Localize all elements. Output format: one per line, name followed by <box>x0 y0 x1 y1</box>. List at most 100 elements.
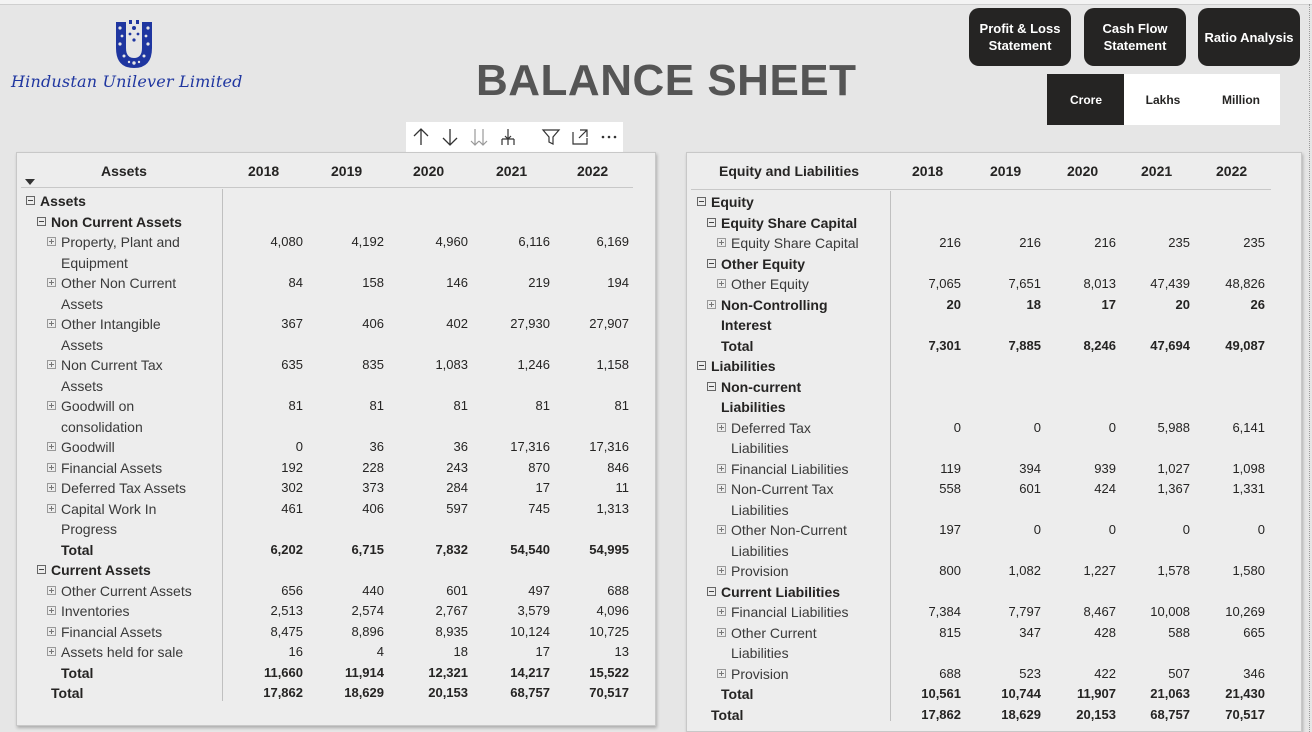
assets-header-2018[interactable]: 2018 <box>248 163 280 179</box>
expand-icon[interactable] <box>717 607 726 616</box>
ratio-analysis-button[interactable]: Ratio Analysis <box>1198 8 1300 66</box>
assets-header-2019[interactable]: 2019 <box>331 163 363 179</box>
cash-flow-button[interactable]: Cash Flow Statement <box>1084 8 1186 66</box>
expand-icon[interactable] <box>47 462 56 472</box>
row-label: Other Equity <box>721 255 806 272</box>
value-cell: 665 <box>1243 624 1265 640</box>
liabilities-matrix: Equity and Liabilities 2018 2019 2020 20… <box>686 152 1302 732</box>
expand-icon[interactable] <box>47 442 56 451</box>
double-arrow-down-icon[interactable] <box>464 122 493 152</box>
expand-icon[interactable] <box>717 668 726 678</box>
table-row: Liabilities <box>687 356 1299 377</box>
row-label: Provision <box>731 563 789 579</box>
table-row: Total 17,862 18,629 20,153 68,757 70,517 <box>687 705 1299 726</box>
row-label-continued: Liabilities <box>731 440 789 456</box>
expand-icon[interactable] <box>47 647 56 656</box>
expand-icon[interactable] <box>717 627 726 637</box>
collapse-icon[interactable] <box>26 196 35 205</box>
arrow-up-icon[interactable] <box>406 122 435 152</box>
profit-loss-button[interactable]: Profit & Loss Statement <box>969 8 1071 66</box>
liabilities-header-2019[interactable]: 2019 <box>990 163 1022 179</box>
value-cell: 7,301 <box>928 337 961 353</box>
value-cell: 11 <box>615 480 630 495</box>
expand-hierarchy-icon[interactable] <box>493 122 522 152</box>
assets-header-label[interactable]: Assets <box>101 163 147 179</box>
value-cell: 36 <box>453 439 468 454</box>
expand-icon[interactable] <box>47 278 56 287</box>
table-row: Property, Plant and Equipment 4,080 4,192 4,… <box>17 232 653 273</box>
collapse-icon[interactable] <box>37 216 46 226</box>
expand-icon[interactable] <box>717 484 726 493</box>
collapse-icon[interactable] <box>697 197 706 206</box>
collapse-icon[interactable] <box>37 565 46 574</box>
row-label: Total <box>61 541 94 558</box>
liabilities-header-label[interactable]: Equity and Liabilities <box>719 163 860 179</box>
row-label: Deferred Tax <box>731 419 811 436</box>
sort-descending-icon[interactable] <box>25 179 35 185</box>
expand-icon[interactable] <box>707 299 716 309</box>
more-options-icon[interactable] <box>594 122 623 152</box>
value-cell: 523 <box>1019 665 1041 681</box>
expand-icon[interactable] <box>717 525 726 534</box>
arrow-down-icon[interactable] <box>435 122 464 152</box>
assets-header-2020[interactable]: 2020 <box>413 163 445 179</box>
value-cell: 243 <box>446 459 468 475</box>
value-cell: 1,098 <box>1232 460 1265 476</box>
value-cell: 81 <box>453 398 468 413</box>
filter-icon[interactable] <box>536 122 565 152</box>
expand-icon[interactable] <box>47 401 56 410</box>
value-cell: 2,513 <box>270 603 303 618</box>
value-cell: 497 <box>528 582 550 598</box>
collapse-icon[interactable] <box>707 217 716 227</box>
liabilities-header-2018[interactable]: 2018 <box>912 163 944 179</box>
value-cell: 2,767 <box>435 603 468 618</box>
expand-icon[interactable] <box>717 463 726 473</box>
value-cell: 36 <box>369 439 384 454</box>
expand-icon[interactable] <box>47 319 56 328</box>
expand-icon[interactable] <box>717 238 726 247</box>
value-cell: 8,013 <box>1083 276 1116 291</box>
row-label-continued: consolidation <box>61 418 143 435</box>
value-cell: 235 <box>1168 235 1190 250</box>
collapse-icon[interactable] <box>707 258 716 268</box>
row-label: Inventories <box>61 603 130 619</box>
expand-icon[interactable] <box>47 483 56 492</box>
unit-crore-button[interactable]: Crore <box>1047 74 1125 125</box>
expand-icon[interactable] <box>47 626 56 636</box>
collapse-icon[interactable] <box>697 361 706 370</box>
row-label: Assets <box>40 193 86 209</box>
assets-header-2022[interactable]: 2022 <box>577 163 609 179</box>
unit-million-button[interactable]: Million <box>1202 74 1280 125</box>
expand-icon[interactable] <box>47 237 56 246</box>
row-label: Provision <box>731 665 789 682</box>
liabilities-header-2021[interactable]: 2021 <box>1141 163 1173 179</box>
liabilities-header-2020[interactable]: 2020 <box>1067 163 1099 179</box>
expand-icon[interactable] <box>47 360 56 369</box>
value-cell: 635 <box>281 357 303 372</box>
unit-lakhs-button[interactable]: Lakhs <box>1124 74 1202 125</box>
row-label-continued: Equipment <box>61 254 128 271</box>
assets-header-2021[interactable]: 2021 <box>496 163 528 179</box>
table-row: Other Non Current Assets 84 158 146 219 194 <box>17 273 653 314</box>
row-label: Other Current Assets <box>61 582 192 599</box>
row-label: Capital Work In <box>61 500 157 517</box>
table-row: Inventories 2,513 2,574 2,767 3,579 4,096 <box>17 601 653 622</box>
expand-icon[interactable] <box>717 279 726 288</box>
value-cell: 17,862 <box>263 685 303 700</box>
collapse-icon[interactable] <box>707 381 716 391</box>
value-cell: 68,757 <box>510 685 550 700</box>
value-cell: 20 <box>1175 296 1190 312</box>
table-row: Assets <box>17 191 653 212</box>
value-cell: 216 <box>1019 235 1041 250</box>
liabilities-header-2022[interactable]: 2022 <box>1216 163 1248 179</box>
expand-icon[interactable] <box>717 566 726 575</box>
expand-icon[interactable] <box>47 585 56 595</box>
value-cell: 4,192 <box>351 234 384 249</box>
expand-icon[interactable] <box>47 606 56 615</box>
collapse-icon[interactable] <box>707 586 716 596</box>
focus-mode-icon[interactable] <box>565 122 594 152</box>
expand-icon[interactable] <box>47 503 56 513</box>
expand-icon[interactable] <box>717 422 726 432</box>
value-cell: 6,715 <box>351 541 384 557</box>
table-row: Equity Share Capital 216 216 216 235 235 <box>687 233 1299 254</box>
